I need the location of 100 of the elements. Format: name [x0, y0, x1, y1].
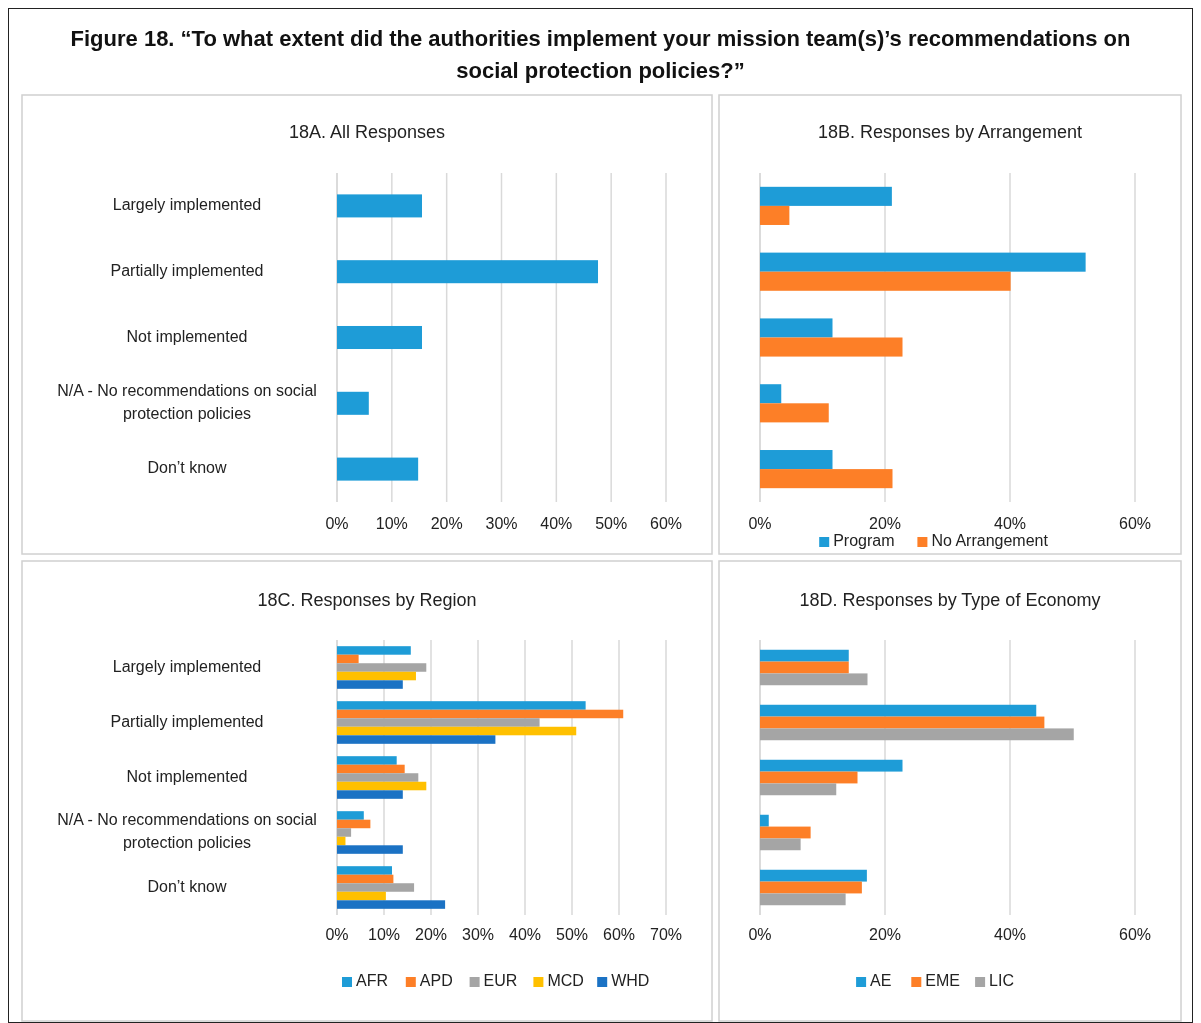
x-tick-label: 20% [868, 926, 902, 944]
bar [760, 205, 790, 225]
bar [337, 680, 403, 689]
bar [337, 391, 369, 415]
y-tick-label: N/A - No recommendations on social protection policies [57, 811, 317, 852]
bar [337, 900, 446, 909]
bar [337, 790, 403, 799]
bar [760, 869, 867, 882]
x-tick-label: 0% [325, 515, 349, 533]
legend-label: No Arrangement [931, 532, 1049, 550]
bar [337, 764, 405, 774]
legend-label: EME [925, 972, 960, 990]
bar [760, 771, 858, 784]
legend-label: Program [833, 532, 895, 550]
x-tick-label: 40% [540, 515, 573, 533]
chart-title: Figure 18. “To what extent did the authorities implement your mission team(s)’s recommendations on social protection policies?” [70, 25, 1131, 83]
y-tick-label: Partially implemented [110, 712, 264, 730]
legend-label: LIC [989, 972, 1015, 990]
bar [760, 716, 1045, 729]
bar [760, 759, 903, 772]
bar [337, 874, 394, 884]
x-tick-label: 20% [430, 515, 463, 533]
bar [337, 828, 352, 837]
bar [760, 318, 833, 338]
bar [337, 194, 422, 218]
bar [337, 654, 359, 664]
bar [760, 337, 903, 357]
chart-subtitle: 18B. Responses by Arrangement [817, 121, 1083, 142]
x-tick-label: 0% [748, 926, 772, 944]
legend-label: AE [870, 972, 892, 990]
y-tick-label: Not implemented [126, 767, 248, 785]
bar [760, 403, 829, 423]
legend-label: AFR [356, 972, 388, 990]
y-tick-label: Partially implemented [110, 261, 264, 279]
x-tick-label: 40% [993, 515, 1027, 533]
y-tick-label: N/A - No recommendations on social protection policies [57, 382, 317, 423]
bar [337, 781, 427, 791]
x-tick-label: 70% [649, 926, 683, 944]
bar [760, 704, 1037, 717]
x-tick-label: 30% [485, 515, 518, 533]
bar [760, 728, 1074, 741]
bar [337, 819, 371, 829]
x-tick-label: 0% [748, 515, 772, 533]
y-tick-label: Largely implemented [112, 196, 262, 214]
bar [337, 260, 599, 284]
x-tick-label: 60% [1118, 926, 1152, 944]
x-tick-label: 40% [508, 926, 542, 944]
x-tick-label: 60% [602, 926, 636, 944]
bar [760, 893, 846, 906]
bar [760, 838, 801, 851]
bar [760, 450, 833, 470]
bar [760, 186, 892, 206]
y-tick-label: Not implemented [126, 327, 248, 345]
bar [337, 735, 496, 744]
bar [760, 252, 1086, 272]
bar [337, 773, 419, 782]
legend-label: WHD [611, 972, 650, 990]
x-tick-label: 60% [649, 515, 683, 533]
x-tick-label: 60% [1118, 515, 1152, 533]
legend-label: APD [419, 972, 453, 990]
bar [337, 866, 392, 875]
chart-subtitle: 18C. Responses by Region [257, 589, 477, 610]
bar [337, 811, 364, 820]
bar [337, 718, 540, 727]
bar [337, 646, 411, 655]
y-tick-label: Don’t know [147, 459, 228, 477]
bar [337, 756, 397, 765]
bar [337, 663, 427, 672]
bar [337, 325, 422, 350]
chart-subtitle: 18A. All Responses [288, 121, 446, 142]
bar [337, 726, 577, 736]
bar [760, 881, 862, 894]
x-tick-label: 10% [375, 515, 408, 533]
bar [337, 883, 415, 892]
x-tick-label: 50% [555, 926, 589, 944]
bar [337, 701, 586, 710]
x-tick-label: 10% [367, 926, 401, 944]
x-tick-label: 20% [414, 926, 448, 944]
y-tick-label: Don’t know [147, 877, 228, 895]
legend-label: EUR [483, 972, 518, 990]
bar [337, 845, 403, 854]
bar [337, 457, 419, 481]
bar [337, 891, 386, 901]
x-tick-label: 30% [461, 926, 495, 944]
legend-label: MCD [547, 972, 584, 990]
bar [760, 814, 769, 827]
x-tick-label: 40% [993, 926, 1027, 944]
x-tick-label: 0% [325, 926, 349, 944]
bar [760, 469, 893, 489]
bar [760, 384, 782, 404]
chart-subtitle: 18D. Responses by Type of Economy [799, 589, 1101, 610]
x-tick-label: 50% [595, 515, 628, 533]
bar [337, 709, 624, 719]
x-tick-label: 20% [868, 515, 902, 533]
bar [760, 826, 811, 839]
y-tick-label: Largely implemented [112, 657, 262, 675]
bar [760, 673, 868, 686]
bar [760, 649, 849, 662]
bar [760, 783, 837, 796]
bar [760, 661, 849, 674]
